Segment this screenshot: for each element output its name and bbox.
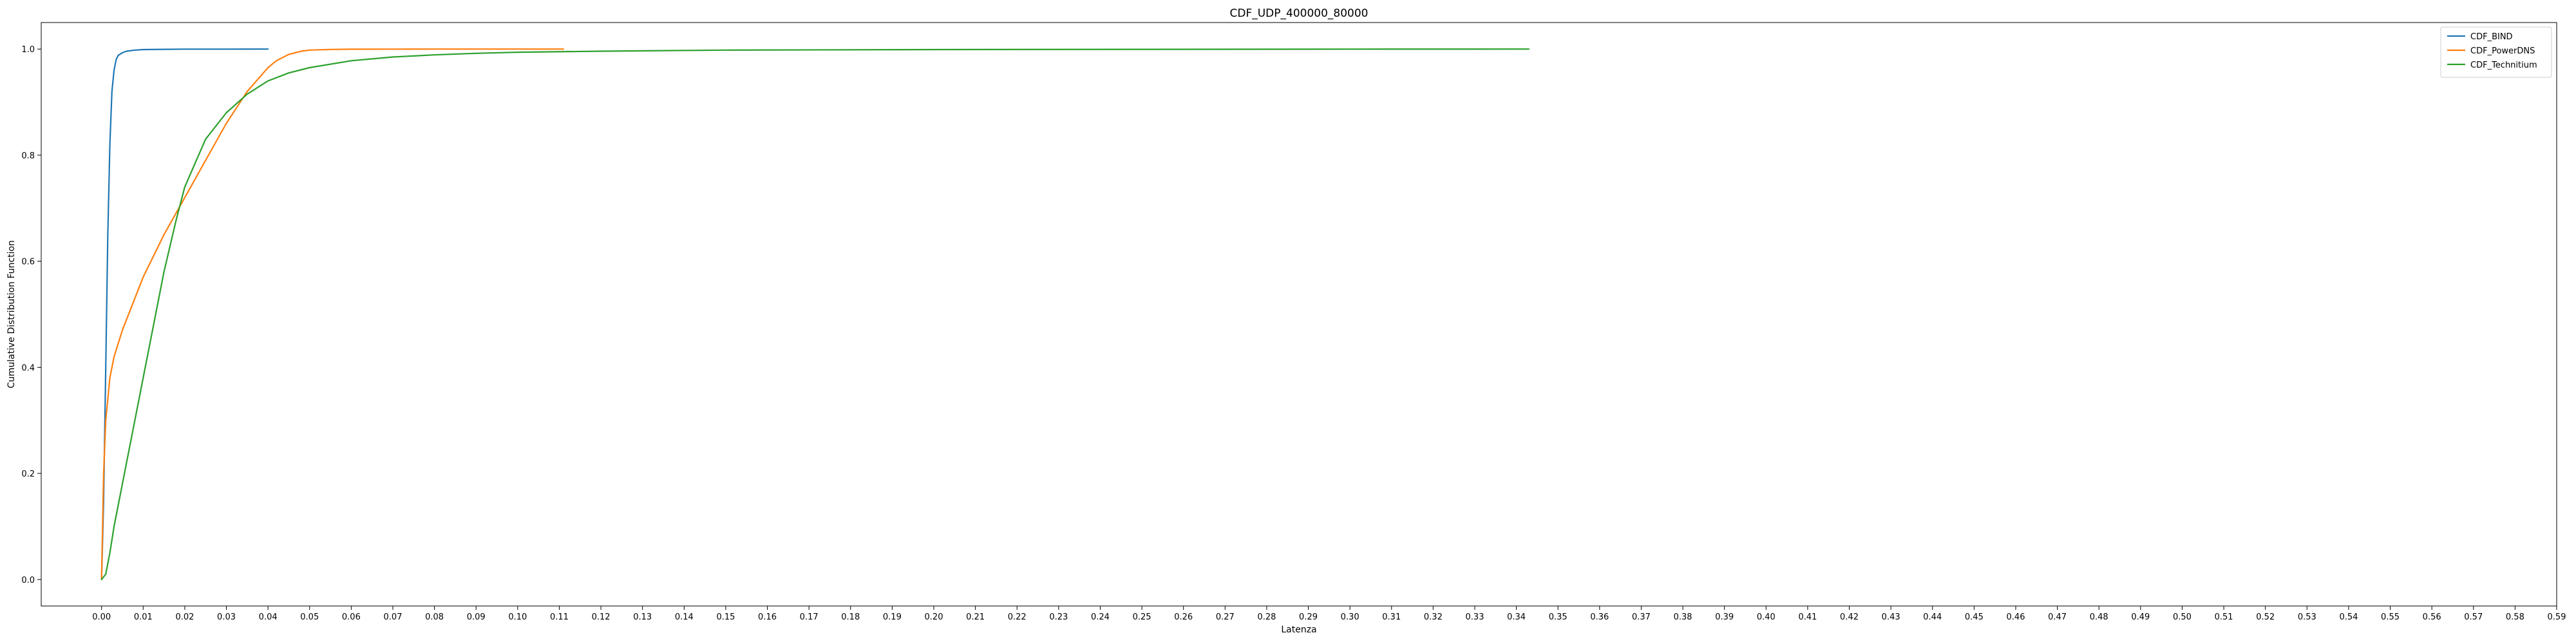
y-tick-label: 0.0: [21, 576, 35, 585]
x-tick-label: 0.45: [1965, 612, 1984, 622]
y-tick-label: 1.0: [21, 45, 35, 55]
x-tick-label: 0.55: [2381, 612, 2400, 622]
x-tick-label: 0.48: [2090, 612, 2108, 622]
x-tick-label: 0.15: [716, 612, 735, 622]
x-tick-label: 0.26: [1174, 612, 1193, 622]
x-tick-label: 0.08: [425, 612, 444, 622]
x-tick-label: 0.46: [2007, 612, 2025, 622]
series-lines: [100, 48, 1530, 580]
x-tick-label: 0.20: [925, 612, 943, 622]
y-axis-label: Cumulative Distribution Function: [6, 240, 17, 388]
x-tick-label: 0.12: [592, 612, 611, 622]
x-tick-label: 0.19: [883, 612, 902, 622]
y-tick-label: 0.2: [21, 469, 35, 479]
x-tick-label: 0.58: [2506, 612, 2524, 622]
x-tick-label: 0.02: [175, 612, 194, 622]
x-tick-label: 0.36: [1590, 612, 1609, 622]
x-tick-label: 0.21: [966, 612, 985, 622]
chart-title: CDF_UDP_400000_80000: [1230, 7, 1368, 20]
x-tick-label: 0.37: [1632, 612, 1651, 622]
x-tick-label: 0.22: [1008, 612, 1027, 622]
x-tick-label: 0.40: [1757, 612, 1776, 622]
y-tick-label: 0.6: [21, 258, 35, 267]
legend-box: [2440, 26, 2552, 78]
legend: CDF_BIND CDF_PowerDNS CDF_Technitium: [2440, 26, 2552, 78]
x-tick-label: 0.39: [1715, 612, 1734, 622]
x-tick-label: 0.13: [633, 612, 652, 622]
x-tick-label: 0.27: [1216, 612, 1235, 622]
x-tick-label: 0.41: [1798, 612, 1817, 622]
x-tick-label: 0.34: [1507, 612, 1526, 622]
x-tick-label: 0.05: [300, 612, 319, 622]
x-tick-label: 0.10: [508, 612, 527, 622]
x-tick-label: 0.57: [2464, 612, 2483, 622]
x-tick-label: 0.42: [1840, 612, 1859, 622]
y-tick-label: 0.8: [21, 151, 35, 161]
x-axis-ticks: 0.00 0.01 0.02 0.03 0.04 0.05 0.06 0.07 0.08 0.09…: [92, 606, 2566, 622]
x-tick-label: 0.25: [1133, 612, 1151, 622]
legend-entry-label: CDF_Technitium: [2470, 61, 2537, 70]
x-tick-label: 0.35: [1549, 612, 1567, 622]
x-tick-label: 0.51: [2215, 612, 2233, 622]
x-tick-label: 0.49: [2131, 612, 2150, 622]
x-tick-label: 0.52: [2256, 612, 2275, 622]
x-tick-label: 0.30: [1341, 612, 1359, 622]
plot-area: [41, 22, 2557, 607]
y-axis-ticks: 0.0 0.2 0.4 0.6 0.8 1.0: [21, 45, 41, 585]
x-tick-label: 0.50: [2173, 612, 2192, 622]
x-tick-label: 0.47: [2048, 612, 2067, 622]
x-tick-label: 0.44: [1923, 612, 1942, 622]
series-line-cdf-technitium: [100, 48, 1530, 580]
x-tick-label: 0.18: [841, 612, 860, 622]
x-tick-label: 0.59: [2548, 612, 2566, 622]
x-tick-label: 0.31: [1382, 612, 1401, 622]
x-tick-label: 0.32: [1424, 612, 1443, 622]
x-tick-label: 0.53: [2298, 612, 2316, 622]
series-line-cdf-powerdns: [100, 48, 565, 580]
x-tick-label: 0.04: [259, 612, 278, 622]
y-tick-label: 0.4: [21, 363, 35, 373]
x-tick-label: 0.17: [800, 612, 819, 622]
x-axis-label: Latenza: [1281, 625, 1316, 635]
x-tick-label: 0.01: [134, 612, 153, 622]
plot-frame: [41, 22, 2557, 607]
x-tick-label: 0.03: [217, 612, 236, 622]
x-tick-label: 0.00: [92, 612, 111, 622]
x-tick-label: 0.09: [467, 612, 486, 622]
x-tick-label: 0.16: [758, 612, 777, 622]
x-tick-label: 0.54: [2339, 612, 2358, 622]
legend-entry-label: CDF_PowerDNS: [2470, 46, 2535, 56]
x-tick-label: 0.29: [1299, 612, 1318, 622]
x-tick-label: 0.33: [1466, 612, 1484, 622]
x-tick-label: 0.23: [1049, 612, 1068, 622]
legend-entry-label: CDF_BIND: [2470, 32, 2513, 42]
x-tick-label: 0.06: [342, 612, 361, 622]
x-tick-label: 0.28: [1257, 612, 1276, 622]
x-tick-label: 0.07: [384, 612, 402, 622]
series-line-cdf-bind: [100, 48, 269, 580]
x-tick-label: 0.56: [2423, 612, 2441, 622]
x-tick-label: 0.43: [1882, 612, 1900, 622]
x-tick-label: 0.38: [1674, 612, 1692, 622]
x-tick-label: 0.11: [550, 612, 569, 622]
x-tick-label: 0.14: [675, 612, 694, 622]
x-tick-label: 0.24: [1091, 612, 1110, 622]
